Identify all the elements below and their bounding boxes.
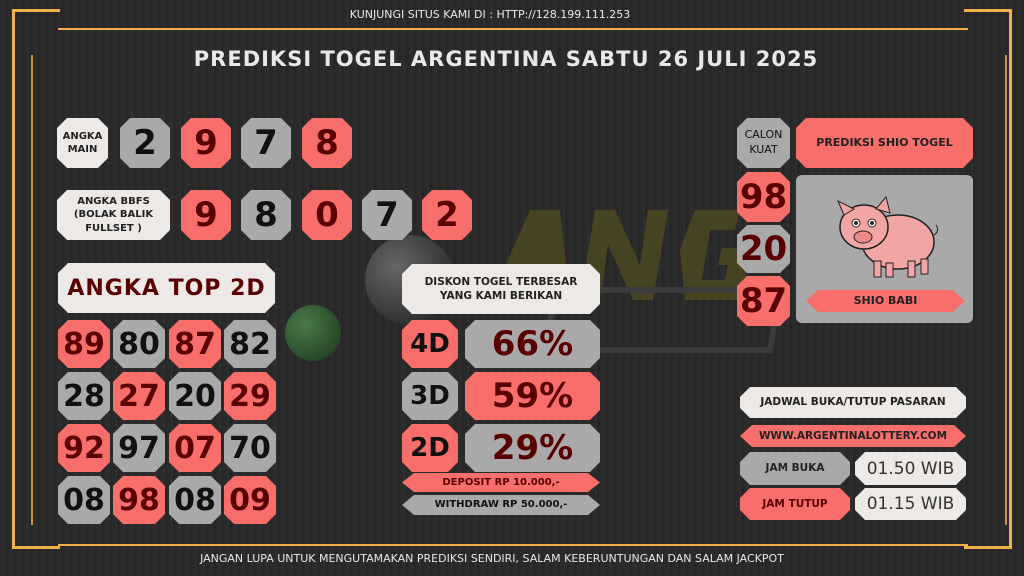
top2d-cell: 08 xyxy=(169,476,221,524)
top2d-cell: 92 xyxy=(58,424,110,472)
frame-line xyxy=(31,55,33,525)
top2d-cell: 70 xyxy=(224,424,276,472)
withdraw-info: WITHDRAW RP 50.000,- xyxy=(402,495,600,515)
bottom-divider xyxy=(58,544,968,546)
frame-corner xyxy=(12,546,60,549)
calon-kuat-number: 20 xyxy=(737,225,790,273)
top2d-cell: 89 xyxy=(58,320,110,368)
site-link[interactable]: KUNJUNGI SITUS KAMI DI : HTTP://128.199.… xyxy=(349,8,631,21)
top2d-cell: 09 xyxy=(224,476,276,524)
frame-corner xyxy=(12,9,60,12)
top2d-cell: 80 xyxy=(113,320,165,368)
angka-main-digit: 7 xyxy=(241,118,291,168)
top2d-cell: 27 xyxy=(113,372,165,420)
billiard-ball-icon xyxy=(285,305,341,361)
bbfs-digit: 0 xyxy=(302,190,352,240)
diskon-value: 29% xyxy=(465,424,600,472)
calon-kuat-number: 98 xyxy=(737,172,790,222)
top2d-cell: 29 xyxy=(224,372,276,420)
top2d-cell: 97 xyxy=(113,424,165,472)
jam-tutup-label: JAM TUTUP xyxy=(740,488,850,520)
shio-name: SHIO BABI xyxy=(806,290,965,312)
jam-tutup-value: 01.15 WIB xyxy=(855,488,966,520)
diskon-value: 66% xyxy=(465,320,600,368)
top2d-cell: 98 xyxy=(113,476,165,524)
calon-kuat-number: 87 xyxy=(737,276,790,326)
jadwal-title: JADWAL BUKA/TUTUP PASARAN xyxy=(740,387,966,418)
bbfs-digit: 7 xyxy=(362,190,412,240)
jam-buka-value: 01.50 WIB xyxy=(855,452,966,485)
top2d-cell: 82 xyxy=(224,320,276,368)
bbfs-digit: 2 xyxy=(422,190,472,240)
website-link[interactable]: WWW.ARGENTINALOTTERY.COM xyxy=(740,425,966,447)
frame-line xyxy=(1005,55,1007,525)
bbfs-digit: 8 xyxy=(241,190,291,240)
bbfs-digit: 9 xyxy=(181,190,231,240)
frame-corner xyxy=(964,546,1012,549)
angka-main-digit: 8 xyxy=(302,118,352,168)
frame-line xyxy=(12,9,15,549)
top2d-cell: 07 xyxy=(169,424,221,472)
top2d-cell: 87 xyxy=(169,320,221,368)
shio-title: PREDIKSI SHIO TOGEL xyxy=(796,118,973,168)
diskon-type: 2D xyxy=(402,424,458,472)
frame-line xyxy=(1009,9,1012,549)
frame-corner xyxy=(964,9,1012,12)
top2d-title: ANGKA TOP 2D xyxy=(58,263,275,313)
footer-text: JANGAN LUPA UNTUK MENGUTAMAKAN PREDIKSI … xyxy=(200,552,784,565)
angka-main-digit: 2 xyxy=(120,118,170,168)
bbfs-label: ANGKA BBFS (BOLAK BALIK FULLSET ) xyxy=(57,190,170,240)
angka-main-digit: 9 xyxy=(181,118,231,168)
diskon-title: DISKON TOGEL TERBESAR YANG KAMI BERIKAN xyxy=(402,264,600,314)
diskon-type: 3D xyxy=(402,372,458,420)
diskon-type: 4D xyxy=(402,320,458,368)
calon-kuat-label: CALON KUAT xyxy=(737,118,790,168)
diskon-value: 59% xyxy=(465,372,600,420)
pig-icon xyxy=(837,195,939,278)
top2d-cell: 20 xyxy=(169,372,221,420)
deposit-info: DEPOSIT RP 10.000,- xyxy=(402,473,600,492)
top2d-cell: 08 xyxy=(58,476,110,524)
page-title: PREDIKSI TOGEL ARGENTINA SABTU 26 JULI 2… xyxy=(193,47,819,71)
jam-buka-label: JAM BUKA xyxy=(740,452,850,485)
shio-panel: SHIO BABI xyxy=(796,175,973,323)
angka-main-label: ANGKA MAIN xyxy=(57,118,108,168)
top2d-cell: 28 xyxy=(58,372,110,420)
top-divider xyxy=(58,28,968,30)
